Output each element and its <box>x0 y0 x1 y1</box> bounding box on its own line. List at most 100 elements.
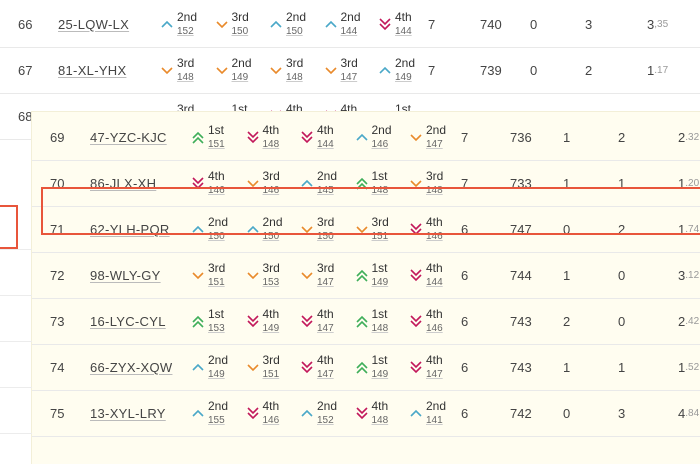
chevron-down-icon <box>215 18 229 30</box>
placement-cell: 2nd 150 <box>246 212 300 246</box>
count-a: 0 <box>530 16 538 32</box>
table-row[interactable]: 75 13-XYL-LRY 2nd 155 4th 146 2nd 152 4th 148 2nd 1… <box>32 390 700 437</box>
placement-score: 152 <box>177 26 194 37</box>
placement-score: 147 <box>426 139 443 150</box>
chevron-down-icon <box>246 361 260 373</box>
placement-score: 146 <box>262 415 280 426</box>
placement-cell: 3rd 147 <box>324 53 378 87</box>
vehicle-code[interactable]: 25-LQW-LX <box>58 16 130 32</box>
placement-cell: 1st 153 <box>191 304 245 338</box>
double-chevron-down-icon <box>246 315 260 328</box>
chevron-up-icon <box>355 131 369 143</box>
ratio-integer: 1 <box>647 62 655 78</box>
rank-cell: 73 <box>50 313 65 329</box>
table-row[interactable]: 70 86-JLX-XH 4th 146 3rd 146 2nd 145 1st 148 3rd 14… <box>32 160 700 207</box>
ratio-decimal: .20 <box>685 177 700 189</box>
placement-cell: 4th 147 <box>300 304 354 338</box>
placement-score: 146 <box>426 323 443 334</box>
placement-cell: 2nd 141 <box>409 396 463 430</box>
placement-score: 150 <box>286 26 303 37</box>
count-a: 2 <box>563 313 571 329</box>
placement-cell: 3rd 148 <box>409 166 463 200</box>
double-chevron-down-icon <box>300 131 314 144</box>
table-row[interactable]: 73 16-LYC-CYL 1st 153 4th 149 4th 147 1st 148 4th 1… <box>32 298 700 345</box>
ratio-decimal: .42 <box>685 315 700 327</box>
placement-score: 148 <box>426 185 443 196</box>
double-chevron-up-icon <box>355 315 369 328</box>
placement-score: 153 <box>262 277 280 288</box>
ratio-integer: 2 <box>678 313 686 329</box>
vehicle-code[interactable]: 66-ZYX-XQW <box>90 359 173 375</box>
left-divider <box>0 387 32 388</box>
table-row[interactable]: 72 98-WLY-GY 3rd 151 3rd 153 3rd 147 1st 149 4th 14… <box>32 252 700 299</box>
ratio-decimal: .52 <box>685 361 700 373</box>
chevron-down-icon <box>246 177 260 189</box>
rank-cell: 66 <box>18 16 33 32</box>
double-chevron-down-icon <box>246 131 260 144</box>
chevron-up-icon <box>409 407 423 419</box>
placement-ordinal: 2nd <box>208 353 229 367</box>
ratio-decimal: .17 <box>654 64 669 76</box>
placement-score: 144 <box>426 277 443 288</box>
vehicle-code[interactable]: 16-LYC-CYL <box>90 313 166 329</box>
placement-ordinal: 3rd <box>426 169 444 183</box>
placement-ordinal: 1st <box>371 169 388 183</box>
left-divider <box>0 341 32 342</box>
total-score: 733 <box>510 175 532 191</box>
ratio-value: 1.52 <box>678 344 699 390</box>
placement-ordinal: 1st <box>208 123 225 137</box>
placement-ordinal: 4th <box>371 399 389 413</box>
vehicle-code[interactable]: 98-WLY-GY <box>90 267 161 283</box>
placement-ordinal: 3rd <box>177 56 195 70</box>
placement-cell: 2nd 150 <box>269 7 323 41</box>
vehicle-code[interactable]: 47-YZC-KJC <box>90 129 167 145</box>
vehicle-code[interactable]: 86-JLX-XH <box>90 175 157 191</box>
placement-cell: 3rd 148 <box>160 53 214 87</box>
count-a: 1 <box>563 175 571 191</box>
vehicle-code[interactable]: 62-YLH-PQR <box>90 221 170 237</box>
placement-score: 149 <box>395 72 412 83</box>
placement-cell: 1st 148 <box>355 304 409 338</box>
vehicle-code[interactable]: 81-XL-YHX <box>58 62 127 78</box>
total-score: 736 <box>510 129 532 145</box>
double-chevron-down-icon <box>378 18 392 31</box>
total-score: 739 <box>480 62 502 78</box>
rank-cell: 72 <box>50 267 65 283</box>
ratio-value: 3.12 <box>678 252 699 298</box>
table-row[interactable]: 67 81-XL-YHX 3rd 148 2nd 149 3rd 148 3rd 147 2nd 14… <box>0 47 700 94</box>
vehicle-code[interactable]: 13-XYL-LRY <box>90 405 166 421</box>
chevron-up-icon <box>191 223 205 235</box>
rank-cell: 74 <box>50 359 65 375</box>
placement-ordinal: 2nd <box>426 123 447 137</box>
placement-cell: 1st 149 <box>355 350 409 384</box>
placement-score: 155 <box>208 415 225 426</box>
table-row[interactable]: 71 62-YLH-PQR 2nd 150 2nd 150 3rd 150 3rd 151 4th 1… <box>32 206 700 253</box>
placement-score: 151 <box>208 277 225 288</box>
chevron-up-icon <box>300 407 314 419</box>
double-chevron-down-icon <box>409 315 423 328</box>
placement-ordinal: 2nd <box>317 169 338 183</box>
table-row[interactable]: 66 25-LQW-LX 2nd 152 3rd 150 2nd 150 2nd 144 4th 14… <box>0 1 700 48</box>
placement-score: 149 <box>208 369 225 380</box>
placement-ordinal: 4th <box>317 123 334 137</box>
placement-ordinal: 2nd <box>340 10 361 24</box>
table-row[interactable]: 69 47-YZC-KJC 1st 151 4th 148 4th 144 2nd 146 2nd 1… <box>32 114 700 161</box>
placement-cell: 2nd 149 <box>191 350 245 384</box>
placement-ordinal: 3rd <box>286 56 304 70</box>
chevron-up-icon <box>191 407 205 419</box>
chevron-up-icon <box>378 64 392 76</box>
ratio-decimal: .84 <box>685 407 700 419</box>
placement-score: 149 <box>231 72 249 83</box>
placement-score: 144 <box>340 26 358 37</box>
chevron-down-icon <box>300 223 314 235</box>
placement-score: 148 <box>177 72 194 83</box>
played-count: 7 <box>461 175 469 191</box>
ratio-value: 3,35 <box>647 1 668 47</box>
ratio-decimal: .74 <box>685 223 700 235</box>
table-row[interactable]: 74 66-ZYX-XQW 2nd 149 3rd 151 4th 147 1st 149 4th 1… <box>32 344 700 391</box>
chevron-down-icon <box>269 64 283 76</box>
total-score: 743 <box>510 359 532 375</box>
